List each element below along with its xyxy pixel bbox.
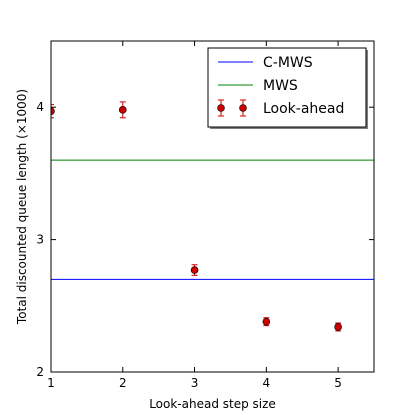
data-point	[51, 107, 55, 115]
plot-frame	[50, 40, 375, 373]
data-point	[118, 106, 127, 114]
y-tick-label: 2	[36, 365, 44, 379]
legend: C-MWS MWS Look-ahead	[207, 47, 368, 129]
x-axis: 1 2 3 4 5	[47, 41, 342, 390]
legend-box	[207, 47, 367, 128]
plot-area	[51, 101, 374, 332]
plot-marks	[51, 101, 374, 332]
y-tick-label: 3	[36, 233, 44, 247]
data-point	[262, 317, 271, 326]
x-tick-label: 4	[263, 376, 271, 390]
legend-label: Look-ahead	[263, 101, 344, 117]
x-tick-label: 3	[191, 376, 199, 390]
y-axis: 2 3 4	[36, 100, 374, 379]
legend-marker	[239, 104, 247, 112]
legend-marker	[217, 104, 225, 112]
legend-label: C-MWS	[263, 55, 313, 71]
data-point	[334, 323, 342, 331]
y-axis-label: Total discounted queue length (×1000)	[15, 89, 29, 325]
x-tick-label: 1	[47, 376, 55, 390]
x-axis-label: Look-ahead step size	[149, 397, 276, 411]
x-tick-label: 2	[119, 376, 127, 390]
x-tick-label: 5	[334, 376, 342, 390]
y-tick-label: 4	[36, 100, 44, 114]
legend-label: MWS	[263, 78, 298, 94]
data-point	[190, 266, 199, 274]
